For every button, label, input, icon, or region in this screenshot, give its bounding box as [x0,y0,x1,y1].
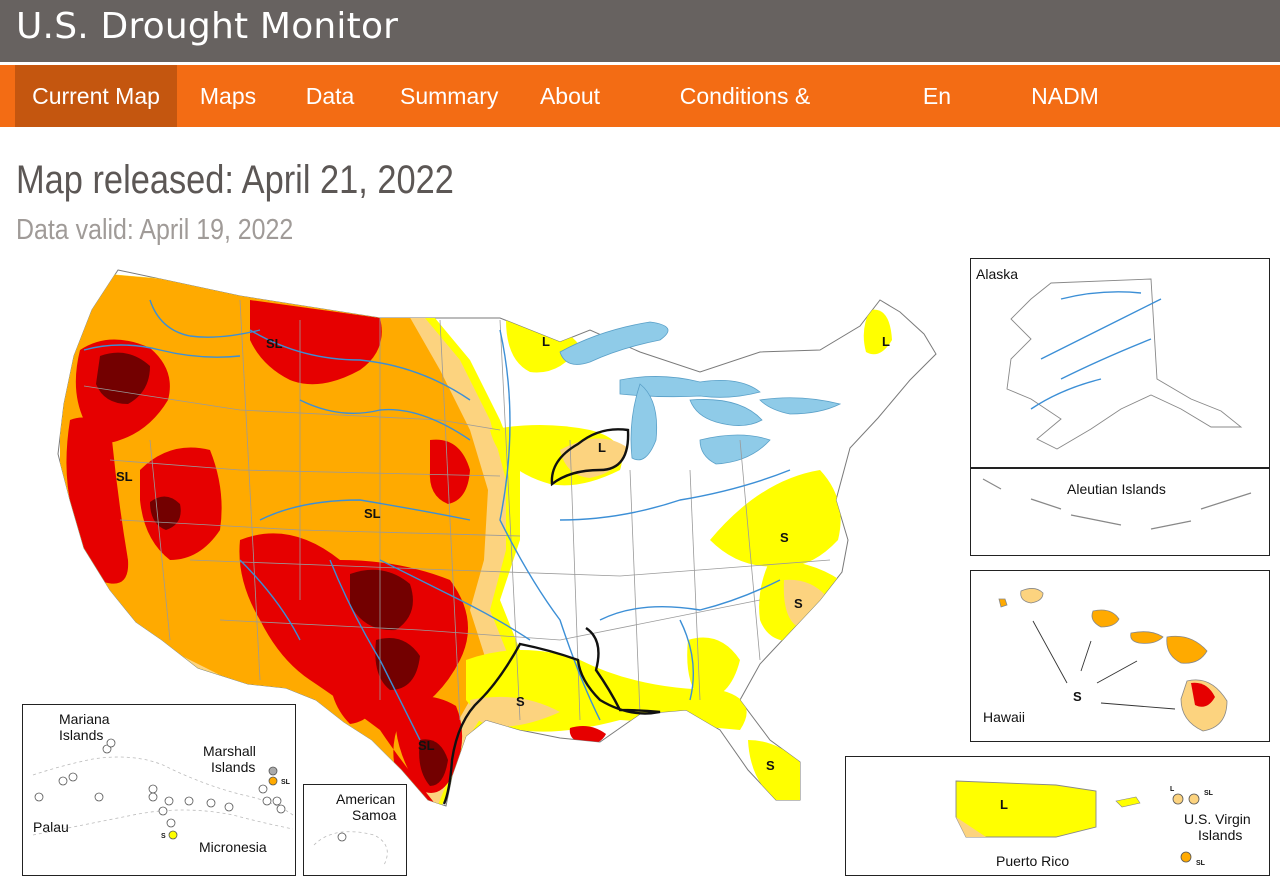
aleutian-label: Aleutian Islands [1067,481,1166,497]
impact-label-montana: SL [266,336,283,351]
nav-summary[interactable]: Summary [400,83,499,109]
drought-d0-appalachia [687,637,740,700]
hawaii-shape: S [998,588,1228,732]
marshall-label-line2: Islands [211,759,256,775]
drought-d4-texas [375,638,420,690]
drought-d3-louisiana [569,726,606,745]
nav-maps[interactable]: Maps [199,83,257,109]
drought-d3-kansas [429,439,470,504]
puerto-rico-label: Puerto Rico [996,853,1070,869]
drought-d4-oregon [96,352,150,404]
inset-american-samoa[interactable]: American Samoa [303,784,407,876]
drought-d0-florida [748,740,800,800]
impact-label-wisconsin: L [598,440,606,455]
rivers [83,299,791,741]
nav-nadm[interactable]: NADM [1031,83,1099,109]
aleutian-shape [982,478,1252,530]
drought-d4-texas-coast [419,739,448,786]
marshall-label-line1: Marshall [203,743,256,759]
micronesia-label: Micronesia [199,839,267,855]
hawaii-impact-label: S [1073,689,1082,704]
pacific-islands-shape: SL S [32,738,294,840]
impact-boundaries [442,428,661,805]
drought-d0-maine [863,309,892,355]
impact-label-louisiana: S [516,694,525,709]
puerto-rico-shape: L L SL SL [955,780,1214,867]
usvi-label-line2: Islands [1198,827,1243,843]
usvi-impact-2: SL [1204,790,1214,797]
drought-d4-southwest [350,569,413,631]
pr-impact-label: L [1000,797,1008,812]
inset-puerto-rico[interactable]: Puerto Rico U.S. Virgin Islands L L SL S… [845,756,1270,876]
inset-hawaii[interactable]: Hawaii S [970,570,1270,742]
hawaii-label: Hawaii [983,709,1026,725]
nav-en-espanol[interactable]: En Español [895,83,979,171]
samoa-label-line2: Samoa [352,807,397,823]
mariana-label-line2: Islands [59,727,104,743]
micronesia-impact-label: S [161,833,166,840]
nav-current-map[interactable]: Current Map [15,65,177,127]
drought-d3-nevada [140,447,222,560]
nav-conditions-outlooks[interactable]: Conditions & Outlooks [679,83,811,171]
usvi-label-line1: U.S. Virgin [1184,811,1251,827]
main-nav: Current Map Maps Data Summary About Cond… [0,65,1280,171]
impact-label-carolina: S [794,596,803,611]
state-borders [83,299,831,721]
nav-about[interactable]: About [539,83,601,109]
impact-label-florida: S [766,758,775,773]
usvi-impact-3: SL [1196,860,1206,867]
drought-d3-arizona [329,657,380,724]
samoa-label-line1: American [336,791,396,807]
map-released-title: Map released: April 21, 2022 [16,158,454,202]
mariana-label-line1: Mariana [59,711,110,727]
marshall-impact-label: SL [281,779,291,786]
site-header: U.S. Drought Monitor [0,0,1280,62]
samoa-shape [313,831,388,866]
alaska-label: Alaska [976,266,1019,282]
drought-d1-louisiana [470,696,560,727]
impact-label-virginia: S [780,530,789,545]
inset-aleutian[interactable]: Aleutian Islands [970,468,1270,556]
data-valid-subtitle: Data valid: April 19, 2022 [16,214,294,246]
impact-label-maine: L [882,334,890,349]
nav-data[interactable]: Data [305,83,355,109]
impact-label-colorado: SL [364,506,381,521]
drought-d3-montana [250,300,382,385]
inset-pacific-islands[interactable]: Mariana Islands Marshall Islands Palau M… [22,704,296,876]
alaska-shape [1006,278,1243,450]
site-title[interactable]: U.S. Drought Monitor [16,6,399,47]
impact-labels: SL SL SL L L L S S S S SL S [116,334,890,773]
usvi-impact-1: L [1170,786,1175,793]
impact-label-nevada: SL [116,469,133,484]
drought-d4-nevada [150,496,181,530]
palau-label: Palau [33,819,69,835]
drought-d0-mid-atlantic [710,470,841,567]
impact-label-texas: SL [418,738,435,753]
inset-alaska[interactable]: Alaska [970,258,1270,468]
great-lakes [559,321,842,465]
impact-label-minnesota: L [542,334,550,349]
